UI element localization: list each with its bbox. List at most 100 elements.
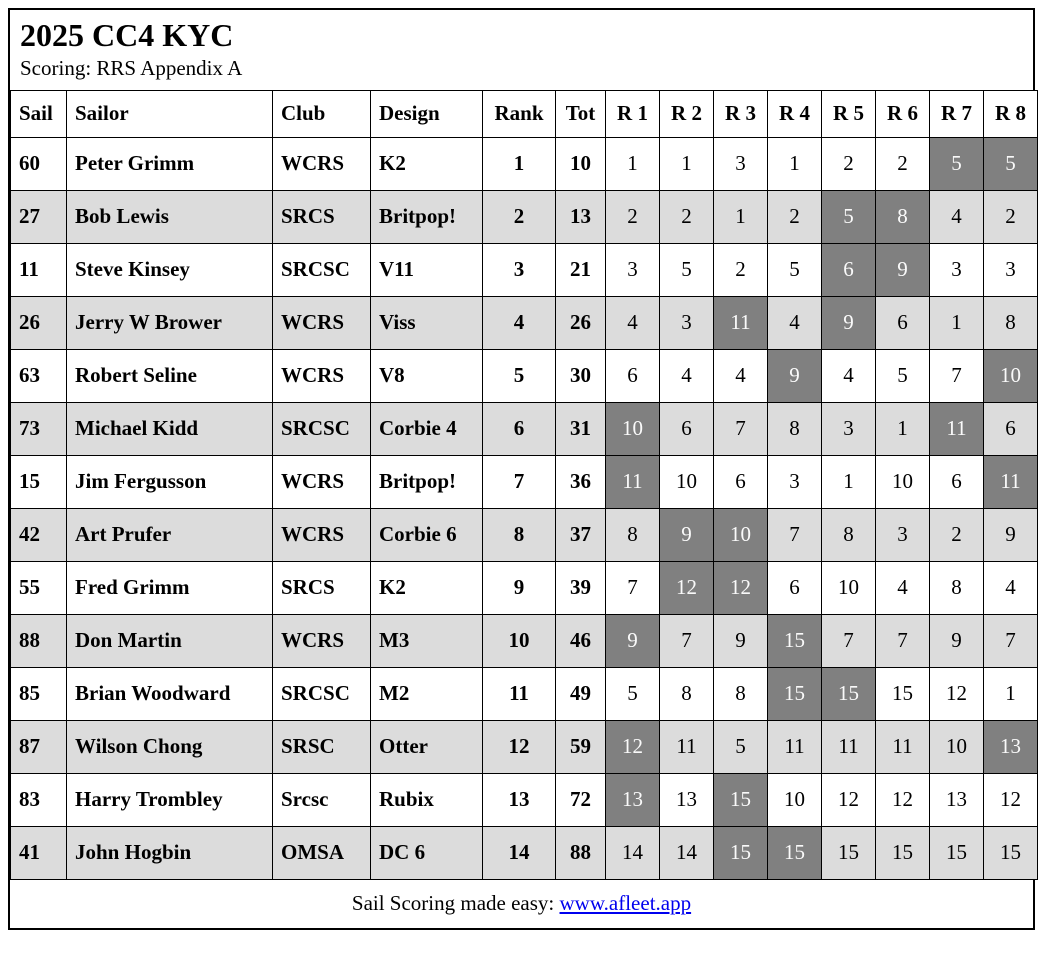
cell-rank: 12 <box>482 719 556 774</box>
column-header-sailor: Sailor <box>66 89 273 138</box>
table-row: 15 Jim Fergusson WCRS Britpop! 7 36 11 10 6 3 1 10 6… <box>10 454 1038 509</box>
cell-sail: 26 <box>10 295 67 350</box>
race-score-cell: 2 <box>713 242 768 297</box>
race-score-cell-discard: 10 <box>605 401 660 456</box>
race-score-cell: 15 <box>821 825 876 880</box>
race-score-cell: 8 <box>821 507 876 562</box>
race-score-cell-discard: 9 <box>767 348 822 403</box>
race-score-cell: 1 <box>875 401 930 456</box>
race-score-cell-discard: 13 <box>983 719 1038 774</box>
cell-club: SRCSC <box>272 242 371 297</box>
cell-rank: 13 <box>482 772 556 827</box>
cell-total: 49 <box>555 666 606 721</box>
cell-design: V8 <box>370 348 483 403</box>
cell-sail: 87 <box>10 719 67 774</box>
race-score-cell-discard: 8 <box>875 189 930 244</box>
table-row: 55 Fred Grimm SRCS K2 9 39 7 12 12 6 10 4 8 4 <box>10 560 1038 615</box>
race-score-cell: 8 <box>983 295 1038 350</box>
race-score-cell-discard: 11 <box>929 401 984 456</box>
race-score-cell: 6 <box>983 401 1038 456</box>
column-header-r-6: R 6 <box>875 89 930 138</box>
race-score-cell: 2 <box>767 189 822 244</box>
cell-rank: 14 <box>482 825 556 880</box>
cell-sailor: Peter Grimm <box>66 136 273 191</box>
cell-sailor: Bob Lewis <box>66 189 273 244</box>
race-score-cell: 11 <box>875 719 930 774</box>
cell-rank: 6 <box>482 401 556 456</box>
race-score-cell-discard: 12 <box>659 560 714 615</box>
results-sheet: 2025 CC4 KYC Scoring: RRS Appendix A Sai… <box>8 8 1038 930</box>
cell-rank: 7 <box>482 454 556 509</box>
cell-design: Rubix <box>370 772 483 827</box>
column-header-sail: Sail <box>10 89 67 138</box>
race-score-cell-discard: 10 <box>983 348 1038 403</box>
cell-design: K2 <box>370 136 483 191</box>
cell-rank: 1 <box>482 136 556 191</box>
race-score-cell-discard: 11 <box>605 454 660 509</box>
race-score-cell: 10 <box>821 560 876 615</box>
race-score-cell: 8 <box>767 401 822 456</box>
race-score-cell-discard: 10 <box>713 507 768 562</box>
race-score-cell: 4 <box>659 348 714 403</box>
cell-total: 30 <box>555 348 606 403</box>
footer-text: Sail Scoring made easy: <box>351 890 560 915</box>
cell-sail: 60 <box>10 136 67 191</box>
cell-sail: 55 <box>10 560 67 615</box>
race-score-cell-discard: 15 <box>821 666 876 721</box>
race-score-cell: 7 <box>767 507 822 562</box>
race-score-cell-discard: 9 <box>875 242 930 297</box>
race-score-cell: 1 <box>983 666 1038 721</box>
afleet-link[interactable]: www.afleet.app <box>559 890 692 915</box>
cell-club: WCRS <box>272 136 371 191</box>
race-score-cell: 4 <box>983 560 1038 615</box>
race-score-cell: 6 <box>605 348 660 403</box>
cell-club: WCRS <box>272 295 371 350</box>
race-score-cell: 15 <box>929 825 984 880</box>
column-header-rank: Rank <box>482 89 556 138</box>
race-score-cell: 12 <box>875 772 930 827</box>
cell-design: Britpop! <box>370 189 483 244</box>
cell-design: V11 <box>370 242 483 297</box>
race-score-cell-discard: 11 <box>983 454 1038 509</box>
race-score-cell: 6 <box>659 401 714 456</box>
cell-design: Corbie 4 <box>370 401 483 456</box>
race-score-cell-discard: 15 <box>767 825 822 880</box>
cell-rank: 9 <box>482 560 556 615</box>
scoring-subtitle: Scoring: RRS Appendix A <box>20 56 243 81</box>
race-score-cell: 5 <box>767 242 822 297</box>
race-score-cell-discard: 9 <box>821 295 876 350</box>
race-score-cell: 8 <box>713 666 768 721</box>
race-score-cell: 2 <box>605 189 660 244</box>
race-score-cell: 2 <box>929 507 984 562</box>
cell-total: 39 <box>555 560 606 615</box>
cell-sailor: Don Martin <box>66 613 273 668</box>
race-score-cell: 15 <box>875 825 930 880</box>
race-score-cell: 1 <box>605 136 660 191</box>
cell-sail: 73 <box>10 401 67 456</box>
cell-sailor: Harry Trombley <box>66 772 273 827</box>
cell-club: SRSC <box>272 719 371 774</box>
race-score-cell: 3 <box>767 454 822 509</box>
race-score-cell: 3 <box>929 242 984 297</box>
table-row: 26 Jerry W Brower WCRS Viss 4 26 4 3 11 4 9 6 1 8 <box>10 295 1038 350</box>
cell-club: WCRS <box>272 454 371 509</box>
race-score-cell: 1 <box>659 136 714 191</box>
race-score-cell: 7 <box>713 401 768 456</box>
race-score-cell-discard: 9 <box>605 613 660 668</box>
race-score-cell: 3 <box>821 401 876 456</box>
race-score-cell: 4 <box>875 560 930 615</box>
race-score-cell: 4 <box>929 189 984 244</box>
race-score-cell: 14 <box>659 825 714 880</box>
cell-design: Britpop! <box>370 454 483 509</box>
cell-sail: 63 <box>10 348 67 403</box>
race-score-cell: 1 <box>821 454 876 509</box>
cell-sailor: Fred Grimm <box>66 560 273 615</box>
race-score-cell: 11 <box>659 719 714 774</box>
cell-club: Srcsc <box>272 772 371 827</box>
race-score-cell: 10 <box>929 719 984 774</box>
race-score-cell-discard: 15 <box>767 613 822 668</box>
race-score-cell: 3 <box>659 295 714 350</box>
cell-sailor: Michael Kidd <box>66 401 273 456</box>
column-header-r-3: R 3 <box>713 89 768 138</box>
